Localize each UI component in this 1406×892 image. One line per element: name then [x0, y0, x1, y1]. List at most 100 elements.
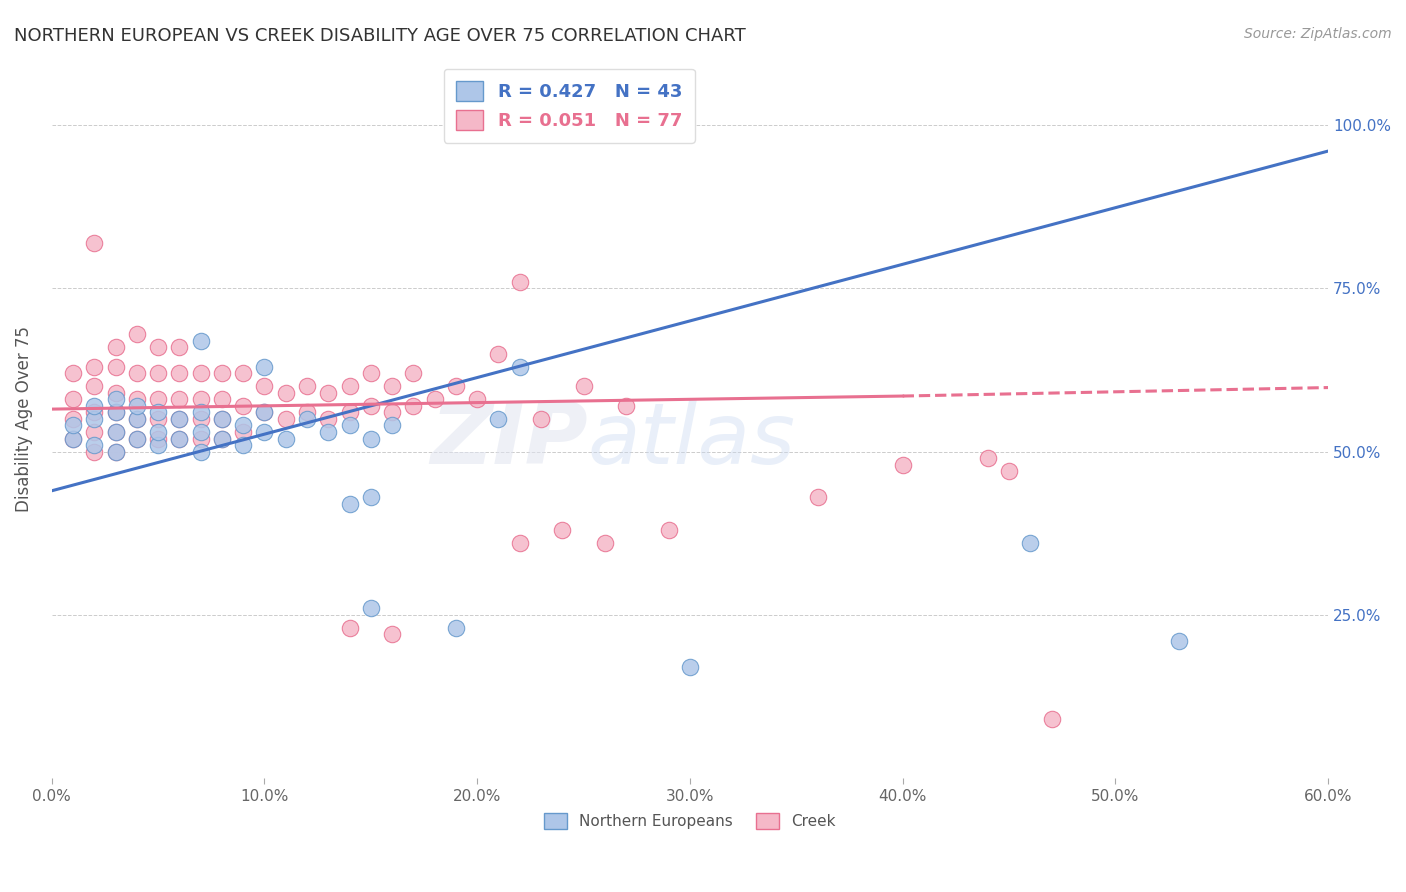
Point: [381, 627, 404, 641]
Point: [146, 438, 169, 452]
Point: [339, 418, 361, 433]
Point: [1168, 634, 1191, 648]
Point: [211, 366, 233, 380]
Point: [253, 379, 276, 393]
Point: [295, 412, 318, 426]
Point: [253, 405, 276, 419]
Point: [360, 601, 382, 615]
Point: [232, 438, 254, 452]
Point: [509, 536, 531, 550]
Point: [232, 425, 254, 439]
Point: [360, 432, 382, 446]
Point: [316, 385, 339, 400]
Point: [190, 334, 212, 348]
Text: atlas: atlas: [588, 399, 796, 482]
Point: [360, 399, 382, 413]
Point: [274, 412, 297, 426]
Point: [62, 432, 84, 446]
Point: [169, 366, 191, 380]
Point: [190, 392, 212, 407]
Point: [190, 366, 212, 380]
Point: [62, 418, 84, 433]
Point: [146, 366, 169, 380]
Point: [1019, 536, 1042, 550]
Point: [444, 621, 467, 635]
Point: [190, 425, 212, 439]
Point: [295, 405, 318, 419]
Point: [806, 491, 828, 505]
Point: [339, 405, 361, 419]
Point: [211, 432, 233, 446]
Point: [62, 412, 84, 426]
Point: [169, 412, 191, 426]
Point: [169, 340, 191, 354]
Point: [190, 444, 212, 458]
Point: [572, 379, 595, 393]
Point: [253, 405, 276, 419]
Point: [211, 432, 233, 446]
Point: [83, 444, 105, 458]
Point: [360, 366, 382, 380]
Point: [83, 399, 105, 413]
Point: [977, 451, 1000, 466]
Point: [530, 412, 553, 426]
Point: [146, 425, 169, 439]
Point: [190, 405, 212, 419]
Point: [1040, 713, 1063, 727]
Point: [402, 399, 425, 413]
Point: [104, 444, 127, 458]
Point: [190, 412, 212, 426]
Point: [295, 379, 318, 393]
Text: NORTHERN EUROPEAN VS CREEK DISABILITY AGE OVER 75 CORRELATION CHART: NORTHERN EUROPEAN VS CREEK DISABILITY AG…: [14, 27, 745, 45]
Point: [83, 359, 105, 374]
Point: [190, 432, 212, 446]
Point: [658, 523, 681, 537]
Point: [232, 366, 254, 380]
Point: [465, 392, 488, 407]
Point: [146, 412, 169, 426]
Point: [104, 385, 127, 400]
Point: [316, 412, 339, 426]
Point: [169, 432, 191, 446]
Point: [125, 432, 148, 446]
Point: [891, 458, 914, 472]
Point: [125, 366, 148, 380]
Point: [125, 412, 148, 426]
Point: [146, 405, 169, 419]
Point: [104, 359, 127, 374]
Point: [83, 412, 105, 426]
Point: [488, 346, 510, 360]
Point: [509, 359, 531, 374]
Point: [104, 392, 127, 407]
Point: [274, 385, 297, 400]
Point: [146, 432, 169, 446]
Point: [211, 412, 233, 426]
Point: [488, 412, 510, 426]
Point: [62, 432, 84, 446]
Point: [232, 399, 254, 413]
Point: [125, 399, 148, 413]
Point: [381, 405, 404, 419]
Point: [125, 326, 148, 341]
Point: [381, 379, 404, 393]
Point: [83, 379, 105, 393]
Point: [423, 392, 446, 407]
Point: [83, 405, 105, 419]
Point: [402, 366, 425, 380]
Point: [146, 340, 169, 354]
Point: [146, 392, 169, 407]
Point: [316, 425, 339, 439]
Point: [509, 275, 531, 289]
Point: [169, 412, 191, 426]
Y-axis label: Disability Age Over 75: Disability Age Over 75: [15, 326, 32, 512]
Point: [104, 425, 127, 439]
Point: [614, 399, 637, 413]
Point: [83, 425, 105, 439]
Text: Source: ZipAtlas.com: Source: ZipAtlas.com: [1244, 27, 1392, 41]
Point: [104, 340, 127, 354]
Point: [593, 536, 616, 550]
Point: [998, 464, 1021, 478]
Point: [125, 392, 148, 407]
Point: [62, 366, 84, 380]
Legend: Northern Europeans, Creek: Northern Europeans, Creek: [538, 807, 842, 835]
